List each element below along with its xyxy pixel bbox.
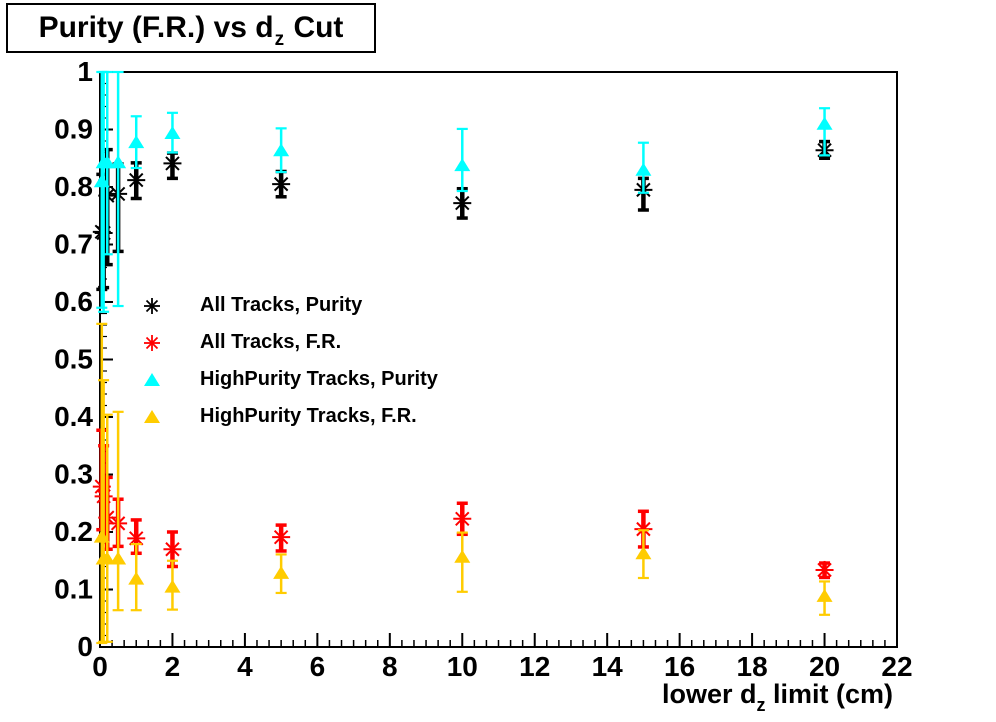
legend-label: HighPurity Tracks, F.R. — [200, 405, 417, 427]
svg-text:0: 0 — [77, 631, 93, 662]
svg-text:20: 20 — [809, 651, 840, 682]
svg-text:1: 1 — [77, 56, 93, 87]
svg-text:0.5: 0.5 — [54, 344, 93, 375]
black-asterisk-marker-icon — [144, 297, 160, 314]
legend-label: All Tracks, F.R. — [200, 331, 342, 353]
svg-text:0.3: 0.3 — [54, 459, 93, 490]
yellow-triangle-marker-icon — [144, 409, 160, 423]
svg-text:0.4: 0.4 — [54, 401, 93, 432]
svg-text:18: 18 — [737, 651, 768, 682]
legend-label: All Tracks, Purity — [200, 294, 363, 316]
cyan-triangle-marker-icon — [144, 372, 160, 386]
svg-text:10: 10 — [447, 651, 478, 682]
axis-tick-labels: 0 2 4 6 8 10 12 14 16 18 20 22 0 0.1 0.2 0.3 0.4 0.5 0.6 0.… — [54, 56, 913, 682]
svg-text:0.7: 0.7 — [54, 229, 93, 260]
series-highpurity-tracks-f-r- — [93, 322, 833, 645]
svg-text:4: 4 — [237, 651, 253, 682]
legend-item-all-tracks-fr: All Tracks, F.R. — [132, 324, 438, 361]
legend-item-all-tracks-purity: All Tracks, Purity — [132, 287, 438, 324]
svg-text:6: 6 — [310, 651, 326, 682]
red-asterisk-marker-icon — [144, 334, 160, 351]
svg-text:8: 8 — [382, 651, 398, 682]
x-axis-title: lower dz limit (cm) — [662, 679, 893, 715]
chart-title-text: Purity (F.R.) vs d — [38, 11, 274, 44]
svg-text:0.9: 0.9 — [54, 114, 93, 145]
svg-text:0: 0 — [92, 651, 108, 682]
chart-title-subscript: z — [274, 29, 285, 50]
legend: All Tracks, Purity All Tracks, F.R. High… — [132, 287, 438, 435]
svg-text:0.1: 0.1 — [54, 574, 93, 605]
series-highpurity-tracks-purity — [93, 70, 833, 313]
legend-item-highpurity-fr: HighPurity Tracks, F.R. — [132, 398, 438, 435]
svg-text:14: 14 — [592, 651, 624, 682]
legend-item-highpurity-purity: HighPurity Tracks, Purity — [132, 361, 438, 398]
svg-text:22: 22 — [881, 651, 912, 682]
svg-text:12: 12 — [519, 651, 550, 682]
svg-text:0.2: 0.2 — [54, 516, 93, 547]
svg-text:0.8: 0.8 — [54, 171, 93, 202]
svg-text:16: 16 — [664, 651, 695, 682]
svg-text:2: 2 — [165, 651, 181, 682]
legend-label: HighPurity Tracks, Purity — [200, 368, 438, 390]
chart-title-suffix: Cut — [285, 11, 344, 44]
svg-text:0.6: 0.6 — [54, 286, 93, 317]
